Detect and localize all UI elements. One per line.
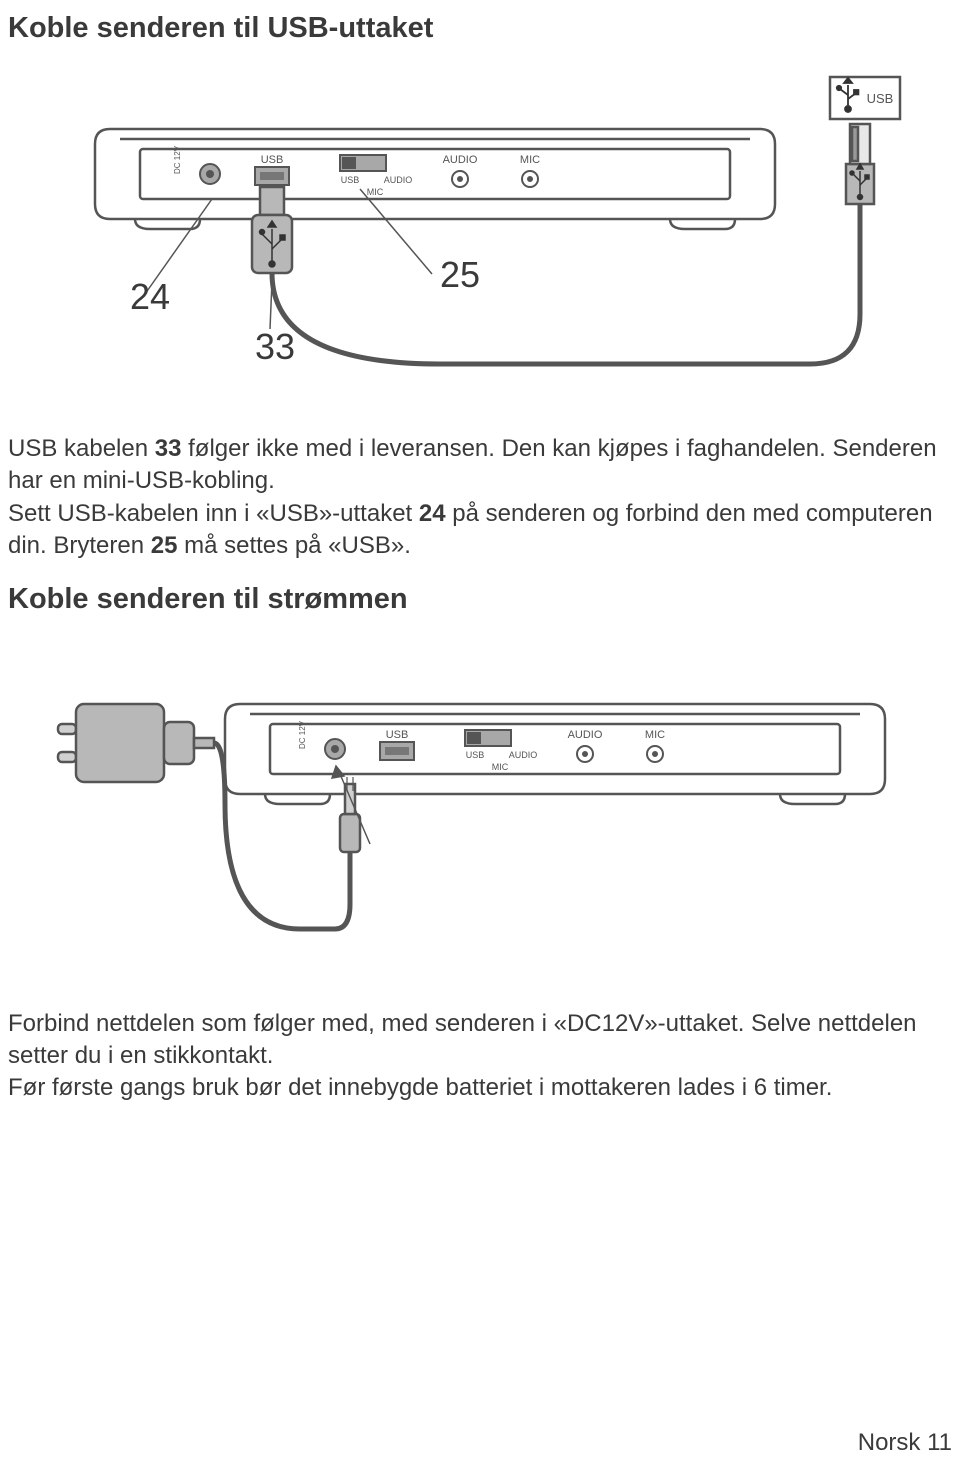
port-label-mic: MIC — [520, 154, 540, 166]
section2-heading: Koble senderen til strømmen — [0, 583, 960, 616]
usb-badge-label: USB — [867, 91, 894, 106]
port2-label-dc: DC 12V — [298, 720, 307, 749]
port-label-usb: USB — [261, 154, 284, 166]
page-footer: Norsk 11 — [858, 1429, 952, 1457]
p1-b1: 33 — [155, 435, 182, 462]
switch-label-mic: MIC — [367, 187, 384, 197]
callout-25: 25 — [440, 254, 480, 295]
port2-label-mic: MIC — [645, 729, 665, 741]
paragraph-1: USB kabelen 33 følger ikke med i leveran… — [0, 433, 960, 563]
switch2-label-audio: AUDIO — [509, 750, 538, 760]
switch-label-audio: AUDIO — [384, 175, 413, 185]
p1-t3: Sett USB-kabelen inn i «USB»-uttaket — [8, 500, 419, 527]
port-label-dc: DC 12V — [173, 145, 182, 174]
p1-t5: må settes på «USB». — [177, 532, 410, 559]
p1-b3: 25 — [151, 532, 178, 559]
callout-24: 24 — [130, 276, 170, 317]
switch2-label-usb: USB — [466, 750, 485, 760]
port2-label-audio: AUDIO — [568, 729, 603, 741]
paragraph-2: Forbind nettdelen som følger med, med se… — [0, 1008, 960, 1105]
diagram-power-connection: DC 12V USB USB AUDIO MIC AUDIO MIC — [40, 644, 920, 984]
p2-t2: Før første gangs bruk bør det innebygde … — [8, 1074, 832, 1101]
diagram-usb-connection: DC 12V USB USB AUDIO MIC AUDIO MIC — [40, 69, 920, 409]
p1-b2: 24 — [419, 500, 446, 527]
switch2-label-mic: MIC — [492, 762, 509, 772]
section1-heading: Koble senderen til USB-uttaket — [0, 12, 960, 45]
p2-t1: Forbind nettdelen som følger med, med se… — [8, 1010, 917, 1069]
port2-label-usb: USB — [386, 729, 409, 741]
switch-label-usb: USB — [341, 175, 360, 185]
port-label-audio: AUDIO — [443, 154, 478, 166]
p1-t1: USB kabelen — [8, 435, 155, 462]
callout-33: 33 — [255, 326, 295, 367]
